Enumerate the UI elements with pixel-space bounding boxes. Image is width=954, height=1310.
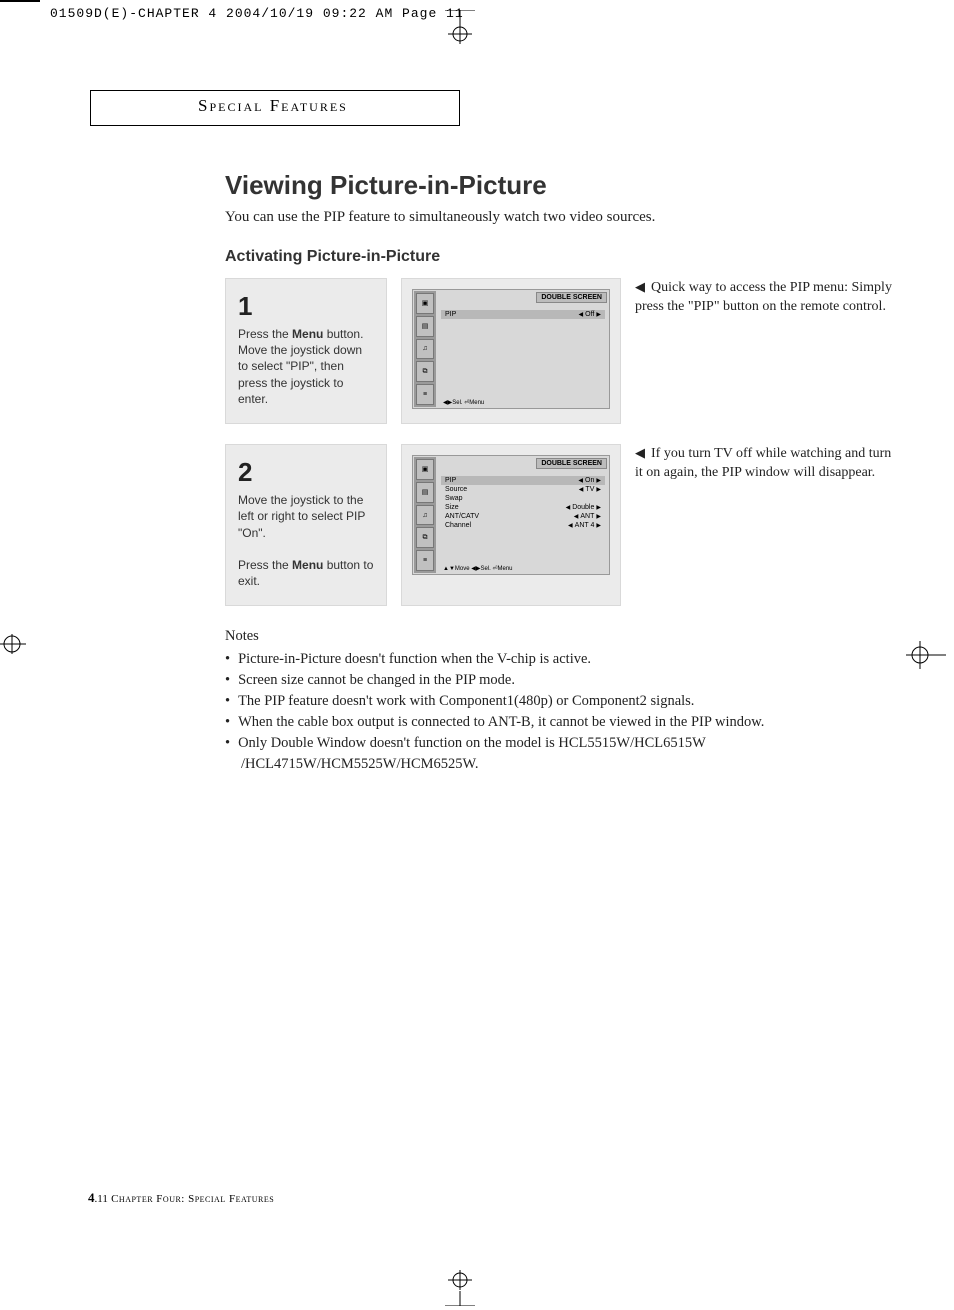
note-item: The PIP feature doesn't work with Compon…: [241, 691, 900, 712]
menu-icon: ▣: [416, 293, 434, 314]
menu-icon: ▣: [416, 459, 434, 480]
note-item: Screen size cannot be changed in the PIP…: [241, 670, 900, 691]
tv-menu-screen: ▣ ▤ ♫ ⧉ ≡ DOUBLE SCREEN PIP On Source TV S…: [412, 455, 610, 575]
menu-icon: ⧉: [416, 361, 434, 382]
menu-icon: ♫: [416, 505, 434, 526]
menu-row: ANT/CATV ANT: [441, 512, 605, 521]
step-number: 2: [238, 455, 374, 490]
page-title: Viewing Picture-in-Picture: [225, 170, 900, 201]
step-1-row: 1 Press the Menu button. Move the joysti…: [225, 278, 900, 424]
menu-icon: ▤: [416, 316, 434, 337]
note-item: When the cable box output is connected t…: [241, 712, 900, 733]
notes-section: Notes Picture-in-Picture doesn't functio…: [225, 626, 900, 775]
step-1-screenshot: ▣ ▤ ♫ ⧉ ≡ DOUBLE SCREEN PIP Off ◀▶Sel. ⏎…: [401, 278, 621, 424]
menu-title: DOUBLE SCREEN: [536, 458, 607, 469]
menu-label: Source: [445, 486, 467, 493]
menu-icon: ▤: [416, 482, 434, 503]
menu-value: ANT: [574, 513, 601, 520]
tv-menu-screen: ▣ ▤ ♫ ⧉ ≡ DOUBLE SCREEN PIP Off ◀▶Sel. ⏎…: [412, 289, 610, 409]
menu-row: Source TV: [441, 485, 605, 494]
step-1-instruction: 1 Press the Menu button. Move the joysti…: [225, 278, 387, 424]
step-2-instruction: 2 Move the joystick to the left or right…: [225, 444, 387, 606]
menu-body: PIPOn SourceTV Swap SizeDouble ANT/CATVA…: [441, 476, 605, 560]
crop-mark-icon: [0, 634, 30, 654]
instr-text: Press the: [238, 327, 292, 341]
menu-sidebar: ▣ ▤ ♫ ⧉ ≡: [414, 291, 436, 407]
subsection-title: Activating Picture-in-Picture: [225, 248, 900, 266]
crop-line: [0, 1, 40, 2]
menu-icon: ⧉: [416, 527, 434, 548]
tip-text: Quick way to access the PIP menu: Simply…: [635, 280, 892, 314]
step-2-row: 2 Move the joystick to the left or right…: [225, 444, 900, 606]
menu-icon: ≡: [416, 384, 434, 405]
instr-text: Move the joystick to the left or right t…: [238, 492, 374, 541]
page-footer: 4.11 Chapter Four: Special Features: [88, 1190, 274, 1206]
step-number: 1: [238, 289, 374, 324]
intro-text: You can use the PIP feature to simultane…: [225, 209, 900, 226]
menu-value: On: [578, 477, 601, 484]
footer-sub: .11: [95, 1193, 108, 1205]
menu-icon: ≡: [416, 550, 434, 571]
section-title: Special Features: [198, 96, 348, 116]
menu-label: PIP: [445, 477, 456, 484]
note-item: Only Double Window doesn't function on t…: [241, 733, 900, 775]
triangle-left-icon: ◀: [635, 445, 645, 460]
crop-mark-icon: [440, 10, 480, 50]
page-content: Viewing Picture-in-Picture You can use t…: [225, 170, 900, 775]
menu-sidebar: ▣ ▤ ♫ ⧉ ≡: [414, 457, 436, 573]
crop-mark-icon: [900, 630, 950, 680]
menu-title: DOUBLE SCREEN: [536, 292, 607, 303]
footer-text: Chapter Four: Special Features: [108, 1193, 274, 1205]
menu-label: ANT/CATV: [445, 513, 479, 520]
menu-footer-hints: ▲▼Move ◀▶Sel. ⏎Menu: [443, 565, 513, 572]
menu-label: PIP: [445, 311, 456, 318]
menu-row: Swap: [441, 494, 605, 503]
instr-bold: Menu: [292, 558, 323, 572]
menu-label: Size: [445, 504, 459, 511]
instr-span: Press the: [238, 558, 292, 572]
menu-row: Channel ANT 4: [441, 521, 605, 530]
menu-value: TV: [579, 486, 601, 493]
crop-mark-icon: [440, 1266, 480, 1306]
menu-label: Swap: [445, 495, 463, 502]
menu-label: Channel: [445, 522, 471, 529]
triangle-left-icon: ◀: [635, 279, 645, 294]
menu-body: PIP Off: [441, 310, 605, 394]
print-header-stamp: 01509D(E)-CHAPTER 4 2004/10/19 09:22 AM …: [50, 6, 464, 21]
notes-heading: Notes: [225, 626, 900, 647]
instr-bold: Menu: [292, 327, 323, 341]
menu-value: ANT 4: [568, 522, 601, 529]
note-item: Picture-in-Picture doesn't function when…: [241, 649, 900, 670]
step-1-tip: ◀Quick way to access the PIP menu: Simpl…: [635, 278, 895, 424]
step-2-tip: ◀If you turn TV off while watching and t…: [635, 444, 895, 606]
step-2-screenshot: ▣ ▤ ♫ ⧉ ≡ DOUBLE SCREEN PIP On Source TV S…: [401, 444, 621, 606]
menu-value: Off: [579, 311, 601, 318]
tip-text: If you turn TV off while watching and tu…: [635, 446, 891, 480]
instr-text: Press the Menu button to exit.: [238, 557, 374, 589]
menu-row: PIP Off: [441, 310, 605, 319]
menu-icon: ♫: [416, 339, 434, 360]
menu-row: Size Double: [441, 503, 605, 512]
menu-footer-hints: ◀▶Sel. ⏎Menu: [443, 399, 484, 406]
menu-row: PIP On: [441, 476, 605, 485]
menu-value: Double: [566, 504, 601, 511]
